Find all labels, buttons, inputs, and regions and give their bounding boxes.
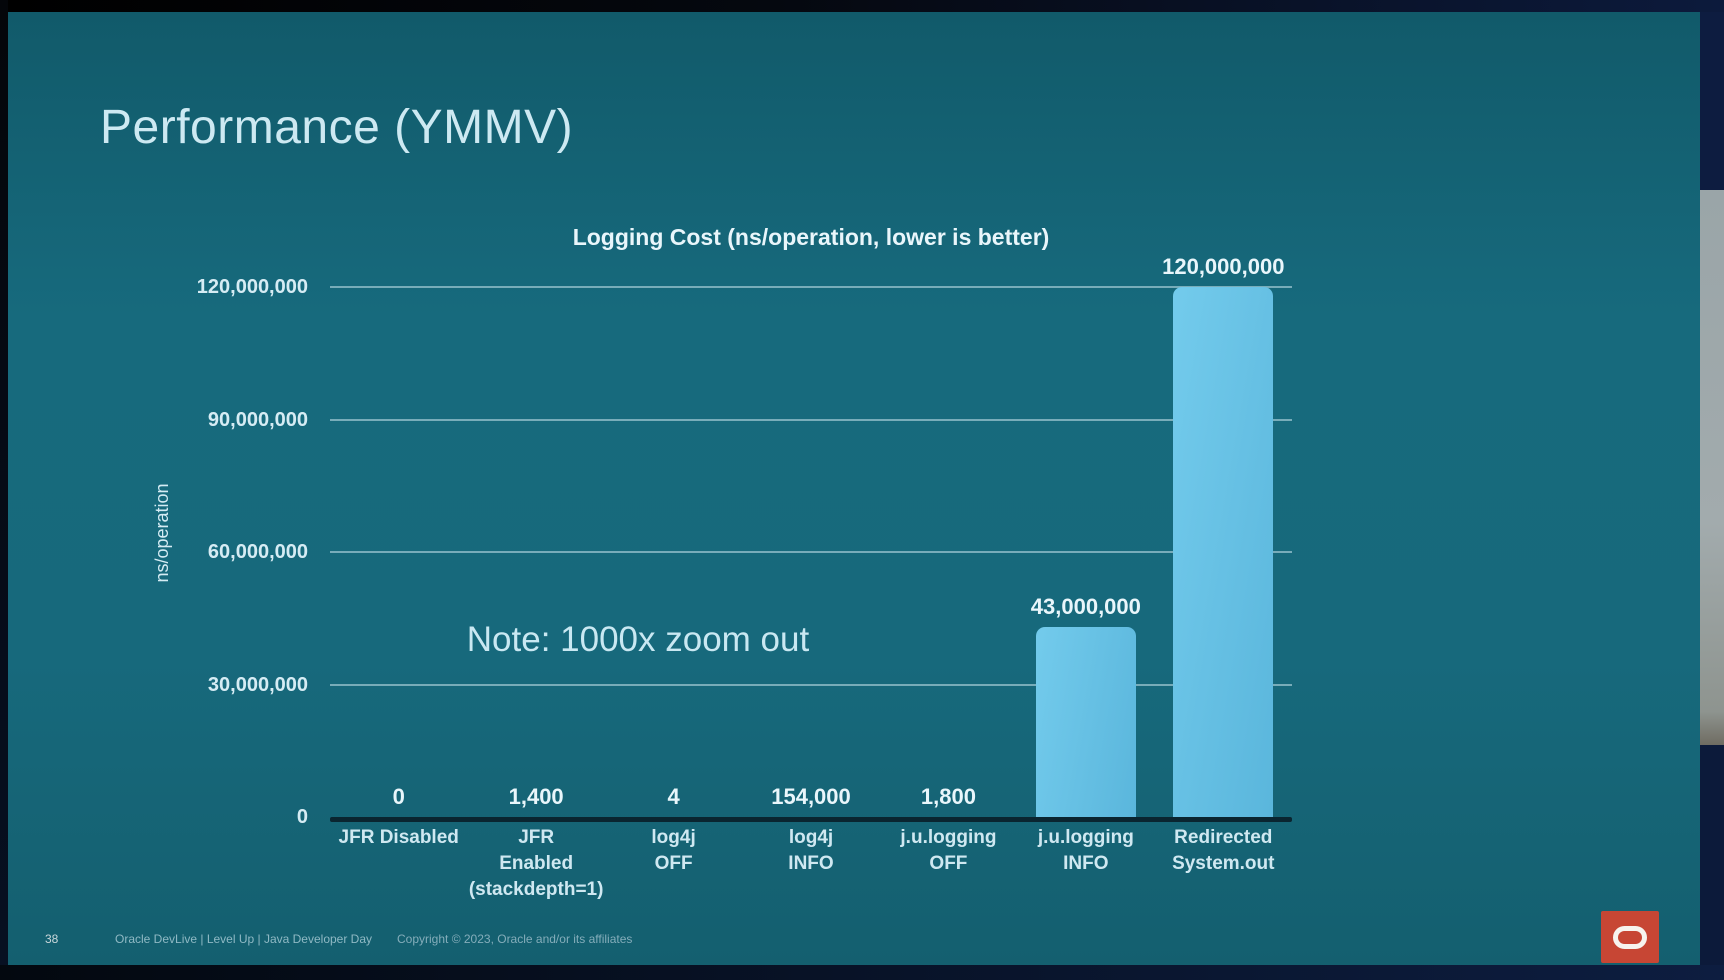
x-axis-line (330, 817, 1292, 822)
note-annotation: Note: 1000x zoom out (466, 620, 810, 659)
bar-6 (1173, 287, 1274, 817)
gridline-60000000 (330, 551, 1292, 553)
category-label-2: log4j OFF (651, 827, 696, 874)
page-number: 38 (45, 932, 59, 946)
value-label-2: 4 (667, 784, 680, 809)
category-label-6: Redirected System.out (1172, 827, 1275, 874)
category-label-1: JFR Enabled (stackdepth=1) (468, 827, 604, 900)
slide-title: Performance (YMMV) (100, 101, 574, 154)
y-tick-label: 0 (296, 806, 308, 828)
slide: Performance (YMMV) Logging Cost (ns/oper… (8, 12, 1700, 965)
gridline-120000000 (330, 286, 1292, 288)
letterbox-bottom (0, 965, 1724, 980)
category-label-0: JFR Disabled (338, 827, 459, 848)
category-label-4: j.u.logging OFF (900, 827, 997, 874)
oracle-o-icon (1613, 925, 1647, 949)
value-label-6: 120,000,000 (1162, 254, 1285, 279)
bar-5 (1035, 627, 1136, 817)
chart-title: Logging Cost (ns/operation, lower is bet… (572, 224, 1050, 250)
value-label-4: 1,800 (920, 784, 976, 809)
y-axis-label: ns/operation (152, 483, 172, 583)
letterbox-top (0, 0, 1724, 12)
value-label-3: 154,000 (771, 784, 851, 809)
gridline-30000000 (330, 683, 1292, 686)
right-edge-navy-bottom (1700, 745, 1724, 980)
footer-event-name: Oracle DevLive | Level Up | Java Develop… (115, 932, 373, 946)
y-tick-label: 120,000,000 (196, 276, 308, 298)
category-label-3: log4j INFO (788, 827, 834, 874)
value-label-5: 43,000,000 (1030, 594, 1141, 620)
oracle-logo (1601, 911, 1659, 963)
value-label-1: 1,400 (508, 784, 564, 809)
y-tick-label: 60,000,000 (207, 541, 308, 563)
category-label-5: j.u.logging INFO (1037, 827, 1134, 874)
gridline-90000000 (330, 418, 1292, 421)
letterbox-left (0, 0, 8, 980)
value-label-0: 0 (392, 784, 405, 809)
right-edge-gray-panel (1700, 190, 1724, 745)
y-tick-label: 30,000,000 (207, 673, 308, 696)
footer-copyright: Copyright © 2023, Oracle and/or its affi… (397, 932, 633, 946)
y-tick-label: 90,000,000 (207, 408, 308, 431)
right-edge-navy-top (1700, 12, 1724, 190)
